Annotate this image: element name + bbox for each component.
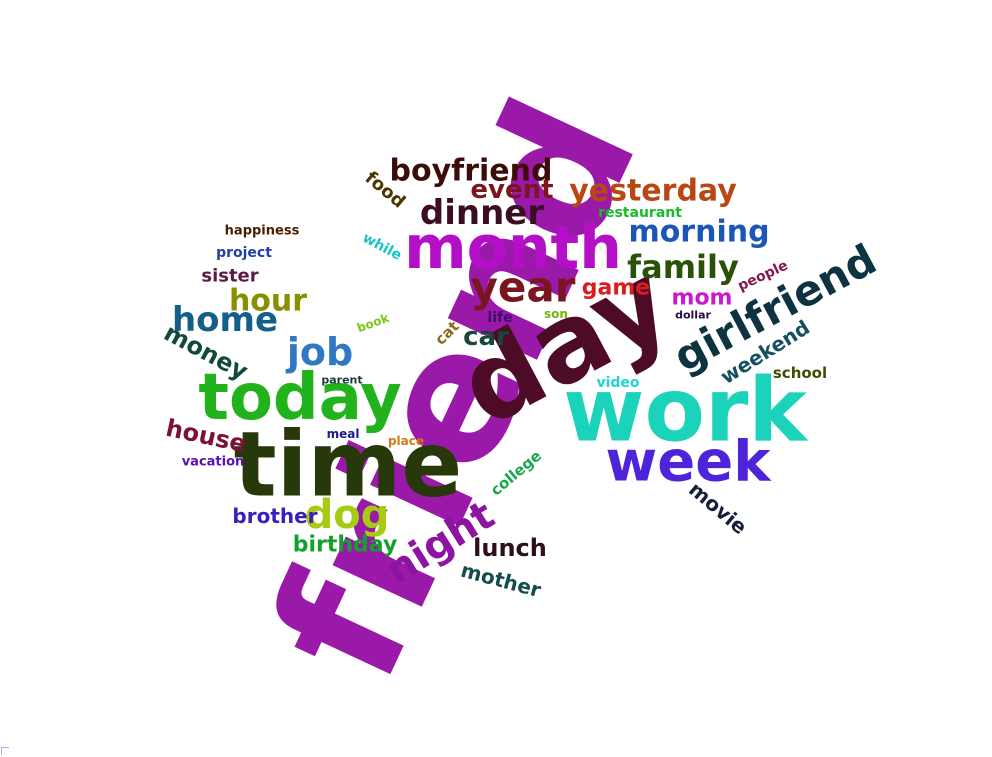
word-month: month: [404, 213, 622, 283]
word-happiness: happiness: [225, 224, 300, 239]
word-mom: mom: [672, 286, 733, 311]
word-son: son: [544, 307, 568, 321]
word-place: place: [388, 434, 424, 448]
word-life: life: [487, 310, 512, 326]
word-restaurant: restaurant: [598, 205, 682, 221]
word-boyfriend: boyfriend: [390, 154, 553, 189]
word-vacation: vacation: [182, 455, 245, 470]
word-hour: hour: [229, 284, 307, 319]
word-dinner: dinner: [420, 193, 544, 233]
word-time: time: [234, 413, 463, 518]
word-home: home: [172, 300, 278, 340]
word-morning: morning: [628, 215, 769, 250]
word-game: game: [582, 276, 650, 301]
word-sister: sister: [201, 266, 258, 287]
word-dollar: dollar: [675, 309, 711, 322]
word-meal: meal: [327, 427, 360, 441]
word-car: car: [463, 322, 509, 352]
word-week: week: [606, 430, 773, 495]
word-year: year: [471, 263, 576, 312]
word-work: work: [563, 359, 809, 462]
word-school: school: [773, 364, 827, 382]
word-birthday: birthday: [293, 533, 398, 558]
word-while: while: [360, 230, 405, 264]
word-today: today: [198, 361, 401, 435]
word-dog: dog: [305, 492, 390, 538]
word-brother: brother: [232, 504, 317, 528]
word-event: event: [470, 175, 553, 205]
word-video: video: [596, 375, 639, 391]
word-job: job: [285, 330, 353, 374]
word-parent: parent: [321, 374, 362, 387]
word-lunch: lunch: [473, 534, 547, 562]
word-family: family: [627, 248, 739, 286]
corner-resize-mark: [1, 747, 9, 755]
word-yesterday: yesterday: [569, 174, 737, 209]
word-project: project: [216, 245, 272, 261]
